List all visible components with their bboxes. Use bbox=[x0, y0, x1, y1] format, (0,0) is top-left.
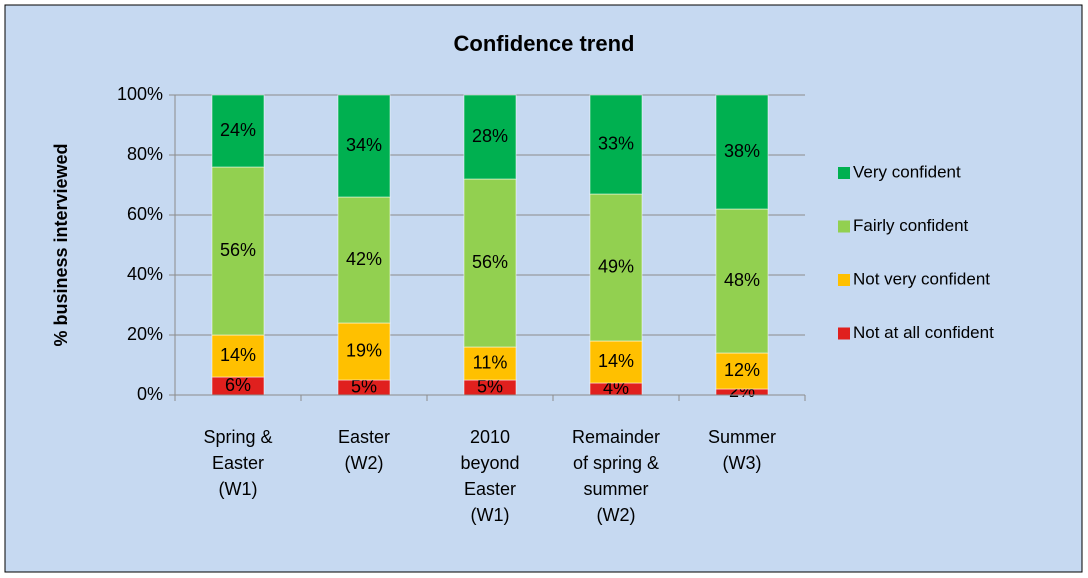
data-label: 11% bbox=[473, 352, 508, 372]
data-label: 56% bbox=[220, 240, 256, 260]
legend-marker bbox=[838, 327, 850, 340]
x-tick-label: Summer (W3) bbox=[707, 427, 776, 473]
bar-segment bbox=[589, 193, 643, 342]
y-tick-label: 60% bbox=[127, 204, 163, 224]
data-label: 19% bbox=[346, 340, 382, 360]
bar-segment bbox=[463, 178, 517, 348]
bar-segment bbox=[211, 334, 265, 378]
bar-segment bbox=[337, 94, 391, 198]
legend-label: Not at all confident bbox=[853, 323, 994, 342]
data-label: 5% bbox=[351, 376, 377, 396]
data-label: 38% bbox=[724, 141, 760, 161]
data-label: 24% bbox=[220, 120, 256, 140]
bar-segment bbox=[211, 166, 265, 336]
bar-segment bbox=[589, 340, 643, 384]
data-label: 49% bbox=[598, 256, 634, 276]
data-label: 6% bbox=[225, 375, 251, 395]
legend-marker bbox=[838, 220, 850, 233]
bar-segment bbox=[715, 94, 769, 210]
data-label: 33% bbox=[598, 133, 634, 153]
data-label: 28% bbox=[472, 126, 508, 146]
data-label: 14% bbox=[598, 351, 634, 371]
x-tick-label: 2010 beyond Easter (W1) bbox=[460, 427, 520, 525]
data-label: 14% bbox=[220, 345, 256, 365]
y-tick-label: 20% bbox=[127, 324, 163, 344]
legend-marker bbox=[838, 274, 850, 286]
y-tick-label: 0% bbox=[137, 384, 163, 404]
chart-background bbox=[4, 4, 1083, 573]
chart-title: Confidence trend bbox=[454, 31, 635, 56]
y-tick-label: 40% bbox=[127, 264, 163, 284]
bar-segment bbox=[589, 94, 643, 195]
legend-label: Not very confident bbox=[853, 269, 990, 288]
bar-segment bbox=[715, 352, 769, 390]
bar-segment bbox=[337, 322, 391, 381]
x-tick-label: Remainder of spring & summer (W2) bbox=[571, 427, 661, 525]
bar-segment bbox=[463, 94, 517, 180]
x-tick-label: Easter (W2) bbox=[337, 427, 391, 473]
data-label: 56% bbox=[472, 252, 508, 272]
data-label: 42% bbox=[346, 249, 382, 269]
data-label: 5% bbox=[477, 376, 503, 396]
data-label: 12% bbox=[724, 360, 760, 380]
y-axis-label: % business interviewed bbox=[51, 143, 71, 346]
legend-label: Very confident bbox=[853, 162, 961, 181]
legend-label: Fairly confident bbox=[853, 216, 969, 235]
legend-marker bbox=[838, 167, 850, 179]
bar-segment bbox=[715, 208, 769, 354]
data-label: 48% bbox=[724, 270, 760, 290]
bar-segment bbox=[337, 196, 391, 324]
y-tick-label: 100% bbox=[117, 84, 163, 104]
bar-segment bbox=[463, 346, 517, 381]
data-label: 34% bbox=[346, 135, 382, 155]
x-tick-label: Spring & Easter (W1) bbox=[203, 427, 273, 499]
y-tick-label: 80% bbox=[127, 144, 163, 164]
bar-segment bbox=[211, 94, 265, 168]
